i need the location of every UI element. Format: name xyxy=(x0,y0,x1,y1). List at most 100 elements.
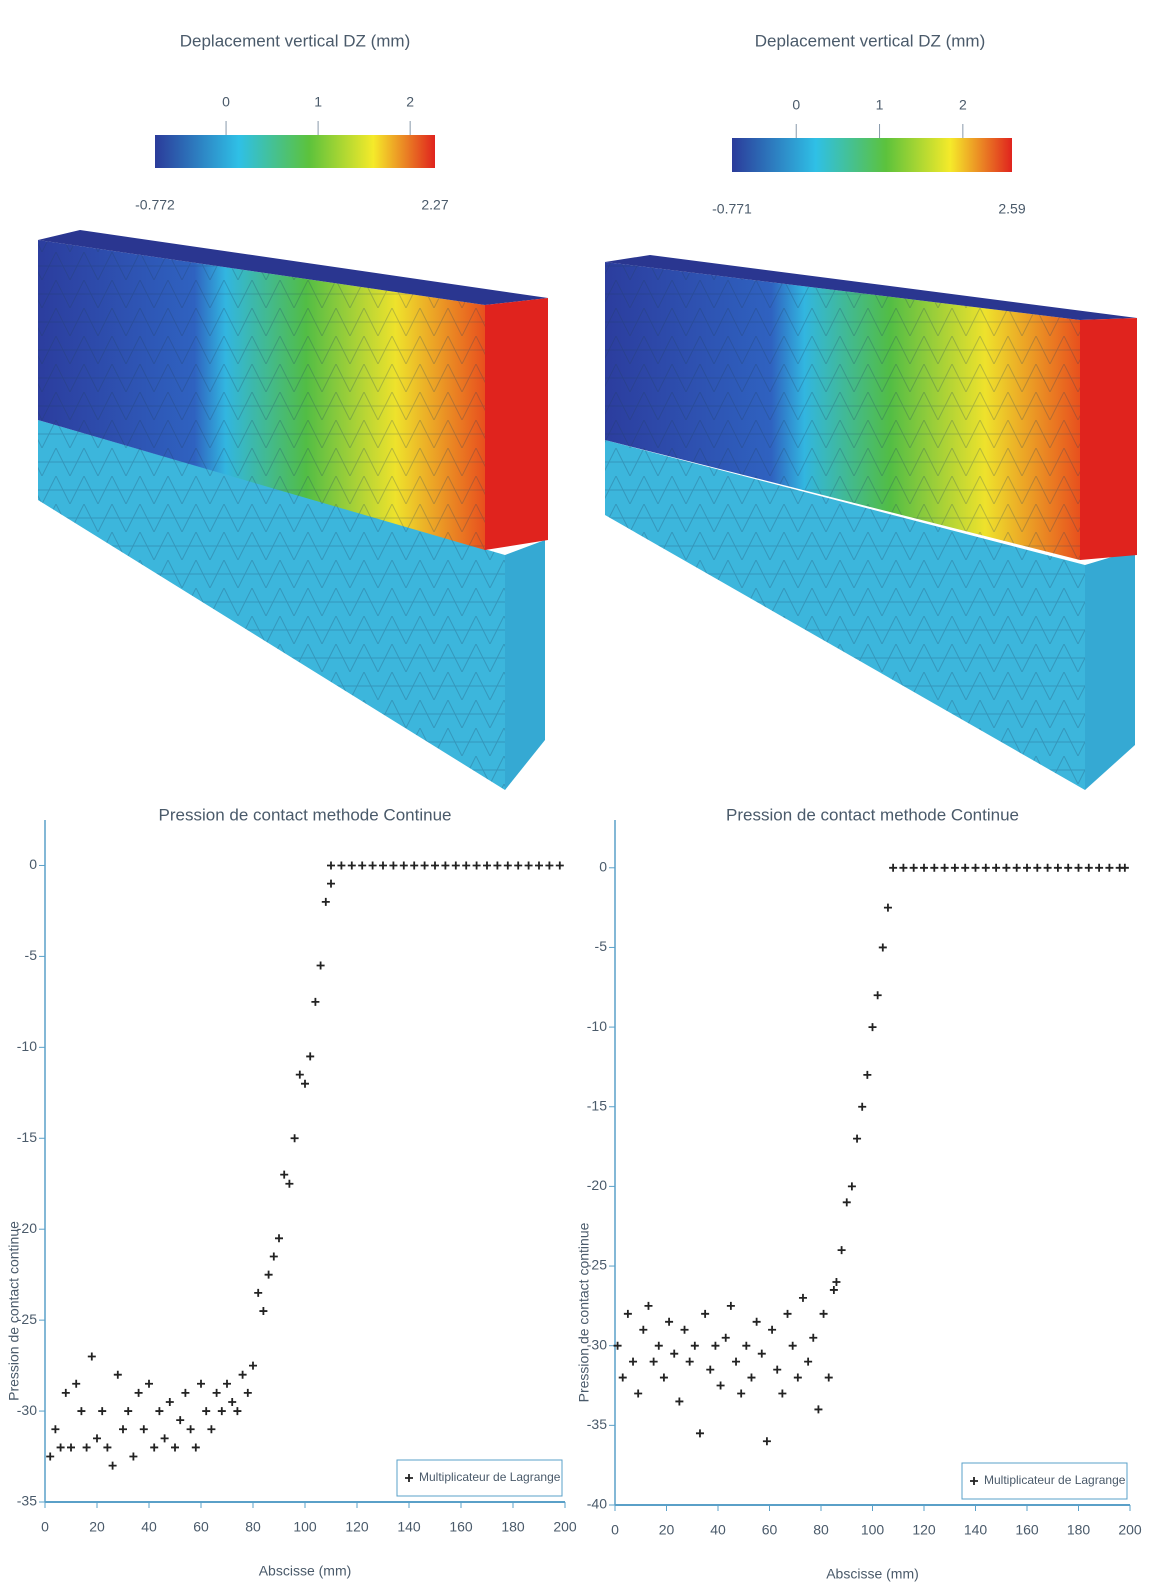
y-tick-label: -15 xyxy=(17,1129,37,1145)
data-point xyxy=(665,1317,674,1326)
data-point xyxy=(654,1341,663,1350)
data-point xyxy=(197,1379,205,1388)
data-point xyxy=(493,861,502,870)
x-axis-label: Abscisse (mm) xyxy=(259,1563,352,1579)
colorbar-tick-label: 0 xyxy=(792,97,800,113)
data-point xyxy=(629,1357,638,1366)
data-point xyxy=(72,1379,81,1388)
data-point xyxy=(950,863,959,872)
y-tick-label: -20 xyxy=(17,1220,37,1236)
y-tick-label: -5 xyxy=(25,947,38,963)
colorbar-tick-label: 0 xyxy=(222,94,230,110)
y-tick-label: -10 xyxy=(587,1018,607,1034)
data-point xyxy=(347,861,356,870)
x-tick-label: 100 xyxy=(293,1519,317,1535)
data-point xyxy=(971,863,980,872)
data-point xyxy=(819,1309,828,1318)
colorbar-tick-label: 1 xyxy=(314,94,322,110)
data-point xyxy=(301,1079,309,1088)
x-tick-label: 100 xyxy=(861,1522,885,1538)
data-point xyxy=(804,1357,813,1366)
y-tick-label: -35 xyxy=(587,1416,607,1432)
data-point xyxy=(275,1234,283,1243)
data-point xyxy=(98,1407,107,1416)
data-point xyxy=(249,1361,257,1370)
colorbar-tick-label: 1 xyxy=(876,97,884,113)
data-point xyxy=(1084,863,1093,872)
data-point xyxy=(737,1389,746,1398)
x-tick-label: 140 xyxy=(397,1519,421,1535)
data-point xyxy=(327,861,335,870)
data-point xyxy=(51,1425,60,1434)
data-point xyxy=(191,1443,200,1452)
data-point xyxy=(752,1317,761,1326)
mesh-render-right xyxy=(605,255,1137,790)
x-tick-label: 80 xyxy=(245,1519,261,1535)
data-point xyxy=(762,1437,771,1446)
data-point xyxy=(981,863,990,872)
data-point xyxy=(233,1407,242,1416)
data-point xyxy=(119,1425,127,1434)
colorbar-min-label: -0.771 xyxy=(712,201,752,217)
data-point xyxy=(680,1325,689,1334)
data-point xyxy=(1012,863,1021,872)
data-point xyxy=(410,861,419,870)
x-tick-label: 40 xyxy=(141,1519,157,1535)
data-point xyxy=(878,943,887,952)
data-point xyxy=(1120,863,1129,872)
data-point xyxy=(295,1070,304,1079)
data-point xyxy=(1002,863,1011,872)
data-point xyxy=(555,861,564,870)
data-point xyxy=(883,903,892,912)
data-point xyxy=(1074,863,1083,872)
data-point xyxy=(165,1397,174,1406)
data-point xyxy=(670,1349,679,1358)
data-point xyxy=(129,1452,138,1461)
data-point xyxy=(858,1102,867,1111)
x-tick-label: 20 xyxy=(659,1522,675,1538)
data-point xyxy=(67,1443,75,1452)
y-axis-label: Pression de contact continue xyxy=(6,1221,22,1401)
colorbar xyxy=(732,138,1012,172)
data-point xyxy=(695,1429,704,1438)
x-tick-label: 140 xyxy=(964,1522,988,1538)
data-point xyxy=(223,1379,231,1388)
y-tick-label: -35 xyxy=(17,1493,37,1509)
data-point xyxy=(337,861,346,870)
data-point xyxy=(259,1307,268,1316)
data-point xyxy=(368,861,377,870)
legend-box xyxy=(396,1459,563,1497)
data-point xyxy=(181,1388,190,1397)
data-point xyxy=(56,1443,65,1452)
data-point xyxy=(139,1425,148,1434)
data-point xyxy=(503,861,512,870)
data-point xyxy=(920,863,928,872)
data-point xyxy=(829,1285,838,1294)
data-point xyxy=(155,1407,164,1416)
data-point xyxy=(659,1373,668,1382)
colorbar-tick-label: 2 xyxy=(406,94,414,110)
data-point xyxy=(431,861,439,870)
data-point xyxy=(379,861,387,870)
data-point xyxy=(441,861,450,870)
data-point xyxy=(842,1198,851,1207)
data-point xyxy=(269,1252,278,1261)
data-point xyxy=(176,1416,185,1425)
data-point xyxy=(675,1397,684,1406)
data-point xyxy=(77,1407,86,1416)
data-point xyxy=(150,1443,159,1452)
data-point xyxy=(757,1349,766,1358)
data-point xyxy=(514,861,523,870)
data-point xyxy=(524,861,533,870)
data-point xyxy=(685,1357,694,1366)
x-tick-label: 80 xyxy=(813,1522,829,1538)
data-point xyxy=(768,1325,777,1334)
x-tick-label: 0 xyxy=(611,1522,619,1538)
data-point xyxy=(420,861,429,870)
data-point xyxy=(82,1443,91,1452)
y-tick-label: -25 xyxy=(587,1257,607,1273)
data-point xyxy=(793,1373,802,1382)
data-point xyxy=(690,1341,699,1350)
data-point xyxy=(837,1246,846,1255)
y-tick-label: 0 xyxy=(599,858,607,874)
